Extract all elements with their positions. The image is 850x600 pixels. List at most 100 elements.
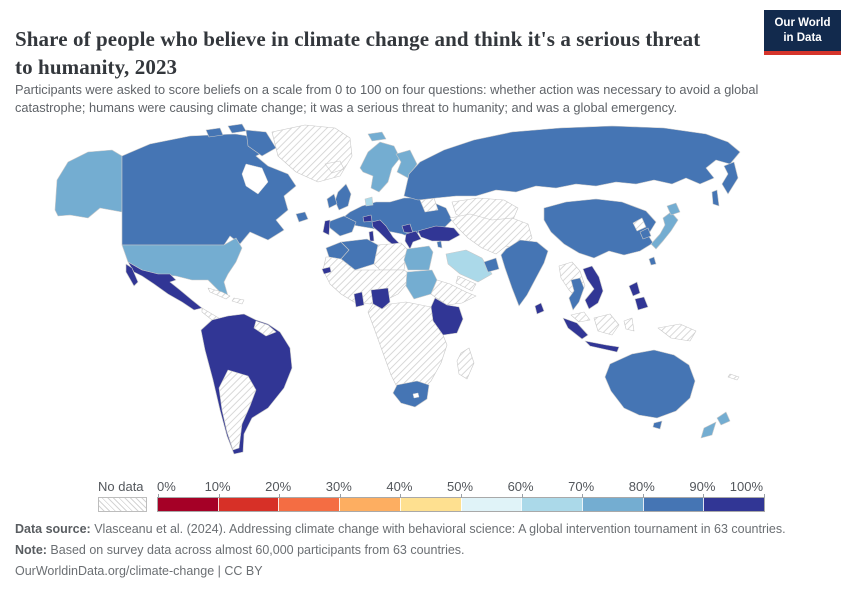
country-india[interactable]: [500, 239, 549, 307]
legend-tick-labels: 0% 10% 20% 30% 40% 50% 60% 70% 80% 90% 1…: [157, 479, 763, 494]
country-new-zealand-south[interactable]: [700, 421, 717, 439]
data-source-label: Data source:: [15, 522, 91, 536]
legend-bin-80-90[interactable]: [642, 498, 704, 511]
country-sri-lanka[interactable]: [534, 302, 545, 315]
country-denmark[interactable]: [364, 196, 374, 207]
note-label: Note:: [15, 543, 47, 557]
country-mexico[interactable]: [127, 261, 203, 311]
country-greece[interactable]: [404, 230, 422, 250]
owid-logo[interactable]: Our World in Data: [764, 10, 841, 55]
country-kamchatka[interactable]: [721, 161, 739, 195]
country-south-africa[interactable]: [392, 380, 430, 408]
country-central-africa[interactable]: [367, 301, 448, 396]
country-philippines-north[interactable]: [628, 281, 641, 297]
country-russia[interactable]: [403, 125, 741, 201]
url-line[interactable]: OurWorldinData.org/climate-change | CC B…: [15, 564, 786, 579]
country-nigeria[interactable]: [370, 287, 391, 310]
legend-tick: [279, 494, 281, 498]
country-new-caledonia[interactable]: [727, 373, 740, 381]
country-japan[interactable]: [650, 211, 679, 250]
country-sulawesi[interactable]: [623, 317, 635, 332]
legend-tick: [582, 494, 584, 498]
country-libya[interactable]: [373, 242, 408, 271]
country-saudi-arabia[interactable]: [445, 249, 493, 283]
country-algeria[interactable]: [340, 238, 379, 271]
map-legend: No data 0% 10% 20% 30% 40% 50% 60% 70% 8…: [98, 479, 765, 512]
country-hispaniola[interactable]: [231, 297, 245, 305]
legend-tick: [642, 494, 644, 498]
country-taiwan[interactable]: [648, 256, 657, 266]
legend-tick: [703, 494, 705, 498]
country-papua[interactable]: [657, 323, 697, 342]
note-line: Note: Based on survey data across almost…: [15, 543, 786, 558]
country-uk[interactable]: [334, 183, 352, 211]
owid-logo-line1: Our World: [774, 17, 831, 29]
country-svalbard[interactable]: [367, 131, 387, 142]
legend-bin-90-100[interactable]: [703, 498, 765, 511]
country-iceland[interactable]: [324, 160, 345, 174]
country-argentina[interactable]: [218, 369, 257, 451]
note-text: Based on survey data across almost 60,00…: [46, 543, 465, 557]
country-malaysia[interactable]: [570, 311, 591, 323]
legend-tick-label: 100%: [729, 479, 763, 494]
no-data-swatch[interactable]: [98, 497, 147, 512]
country-alaska[interactable]: [54, 149, 123, 219]
world-map: [0, 122, 850, 470]
country-guyanas[interactable]: [253, 320, 277, 337]
country-baja-california[interactable]: [125, 263, 139, 287]
country-baffin-island[interactable]: [245, 129, 277, 157]
country-egypt[interactable]: [403, 245, 434, 271]
chart-subtitle: Participants were asked to score beliefs…: [15, 81, 759, 115]
country-vietnam[interactable]: [582, 265, 604, 310]
legend-bin-60-70[interactable]: [521, 498, 582, 511]
legend-bin-40-50[interactable]: [399, 498, 461, 511]
country-spain[interactable]: [327, 215, 357, 237]
legend-bin-10-20[interactable]: [217, 498, 279, 511]
legend-tick: [461, 494, 462, 498]
country-philippines-south[interactable]: [634, 296, 649, 311]
country-borneo[interactable]: [593, 313, 620, 336]
country-hokkaido[interactable]: [666, 202, 681, 216]
legend-tick-label: 10%: [204, 479, 231, 494]
country-sardinia[interactable]: [368, 230, 375, 242]
legend-tick: [400, 494, 402, 498]
country-north-korea[interactable]: [632, 217, 647, 232]
country-sumatra[interactable]: [562, 317, 589, 340]
country-madagascar[interactable]: [456, 347, 475, 380]
country-canada[interactable]: [121, 133, 297, 246]
country-usa[interactable]: [121, 237, 243, 297]
country-israel[interactable]: [436, 240, 443, 249]
country-arctic-island-1[interactable]: [227, 123, 247, 134]
country-thailand[interactable]: [568, 277, 585, 311]
country-newfoundland[interactable]: [295, 211, 309, 223]
country-sakhalin[interactable]: [711, 189, 720, 207]
country-turkey[interactable]: [417, 225, 461, 242]
country-china[interactable]: [543, 198, 657, 259]
country-ireland[interactable]: [326, 193, 338, 209]
country-norway-sweden[interactable]: [359, 141, 401, 193]
legend-bin-20-30[interactable]: [278, 498, 340, 511]
country-new-zealand-north[interactable]: [716, 411, 731, 426]
country-horn-of-africa[interactable]: [430, 279, 477, 306]
legend-tick: [521, 494, 523, 498]
country-arctic-island-2[interactable]: [205, 127, 224, 138]
legend-bin-30-40[interactable]: [339, 498, 400, 511]
legend-bin-70-80[interactable]: [581, 498, 643, 511]
legend-tick-label: 50%: [446, 479, 474, 494]
data-source-text: Vlasceanu et al. (2024). Addressing clim…: [90, 522, 786, 536]
country-yemen[interactable]: [455, 275, 477, 292]
country-tasmania[interactable]: [652, 420, 663, 430]
country-south-korea[interactable]: [639, 227, 652, 240]
legend-bin-50-60[interactable]: [460, 498, 522, 511]
country-switzerland[interactable]: [362, 214, 373, 223]
country-uae-oman[interactable]: [483, 257, 500, 273]
choropleth-svg: [54, 123, 741, 455]
country-ghana[interactable]: [353, 291, 365, 308]
country-australia[interactable]: [604, 349, 696, 419]
legend-bin-0-10[interactable]: [158, 498, 218, 511]
country-cuba[interactable]: [207, 287, 231, 300]
country-senegal[interactable]: [321, 266, 332, 275]
country-portugal[interactable]: [322, 219, 331, 236]
country-java[interactable]: [584, 340, 620, 353]
